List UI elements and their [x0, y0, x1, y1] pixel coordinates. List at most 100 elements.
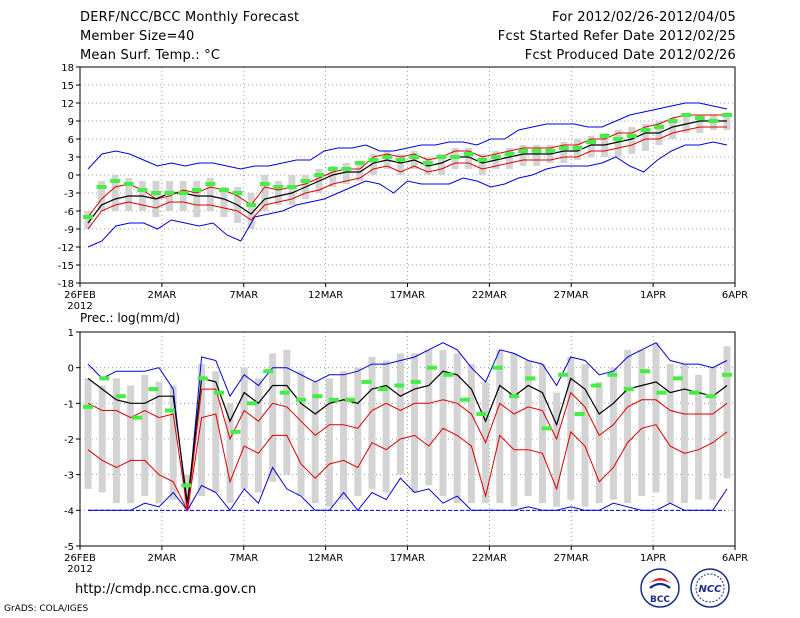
temp-obs-mark-5	[150, 191, 161, 195]
temp-xtick-label-0: 26FEB	[64, 290, 96, 301]
temp-ytick-label-8: 6	[68, 135, 74, 146]
temp-obs-mark-32	[518, 149, 529, 153]
temp-member-box-8	[193, 181, 201, 217]
prec-obs-mark-6	[181, 483, 192, 488]
temp-member-box-47	[723, 115, 731, 130]
prec-line-mean	[87, 370, 728, 504]
temp-obs-mark-35	[558, 146, 569, 150]
temp-obs-mark-15	[286, 185, 297, 189]
svg-text:NCC: NCC	[698, 584, 722, 595]
temp-member-box-18	[329, 166, 337, 187]
prec-obs-mark-0	[83, 404, 93, 409]
prec-xtick-label-8: 6APR	[722, 553, 748, 564]
prec-member-box-31	[524, 360, 532, 497]
prec-member-box-23	[411, 353, 419, 493]
temp-ytick-label-10: 12	[61, 99, 74, 110]
temp-member-box-28	[465, 148, 473, 169]
prec-member-box-42	[680, 364, 688, 504]
prec-member-box-5	[155, 381, 163, 504]
temp-obs-mark-17	[314, 173, 325, 177]
temp-obs-mark-2	[110, 179, 121, 183]
prec-xtick-label-0: 26FEB	[64, 553, 96, 564]
temp-obs-mark-25	[422, 161, 433, 165]
prec-obs-mark-1	[99, 376, 110, 381]
temp-member-box-33	[533, 145, 541, 166]
prec-obs-mark-35	[656, 390, 667, 395]
prec-member-box-20	[368, 356, 376, 489]
temp-obs-mark-34	[545, 149, 556, 153]
prec-ytick-label-5: 0	[68, 364, 74, 375]
temp-obs-mark-6	[164, 191, 175, 195]
temp-obs-mark-19	[341, 167, 352, 171]
prec-member-box-12	[254, 378, 262, 493]
prec-obs-mark-34	[640, 369, 651, 374]
prec-member-box-13	[269, 353, 277, 482]
prec-member-box-27	[467, 364, 475, 504]
prec-member-box-29	[496, 349, 504, 504]
temp-member-box-39	[614, 130, 622, 157]
prec-obs-mark-10	[246, 401, 257, 406]
temp-xtick-label-4: 17MAR	[390, 290, 425, 301]
temp-obs-mark-8	[191, 188, 202, 192]
temp-line-min	[87, 141, 728, 248]
svg-text:BCC: BCC	[650, 595, 670, 605]
prec-member-box-2	[112, 378, 120, 504]
prec-member-box-24	[425, 349, 433, 486]
temp-member-box-21	[370, 154, 378, 175]
prec-obs-mark-11	[263, 369, 274, 374]
prec-obs-mark-32	[607, 372, 618, 377]
prec-ytick-label-4: -1	[64, 399, 74, 410]
prec-member-box-7	[183, 474, 191, 511]
prec-obs-mark-26	[509, 394, 519, 399]
prec-member-box-1	[98, 385, 106, 493]
temp-obs-mark-4	[137, 188, 148, 192]
prec-obs-mark-19	[394, 383, 405, 388]
prec-line-upper	[87, 388, 728, 511]
temp-obs-mark-30	[490, 155, 501, 159]
temp-member-box-35	[560, 142, 568, 163]
prec-obs-mark-8	[214, 390, 225, 395]
prec-line-lower	[87, 413, 728, 512]
prec-obs-mark-9	[230, 429, 241, 434]
prec-obs-mark-24	[476, 412, 487, 417]
temp-obs-mark-20	[354, 161, 365, 165]
temp-obs-mark-39	[613, 137, 624, 141]
prec-line-min	[88, 466, 728, 512]
prec-member-box-33	[553, 392, 561, 507]
prec-xtick-sublabel-0: 2012	[67, 564, 92, 575]
temp-ytick-label-6: 0	[68, 171, 74, 182]
website-url[interactable]: http://cmdp.ncc.cma.gov.cn	[75, 582, 257, 597]
prec-member-box-32	[538, 364, 546, 504]
temp-member-box-43	[669, 118, 677, 139]
temp-obs-mark-40	[626, 134, 637, 138]
prec-ytick-label-1: -4	[64, 506, 74, 517]
temp-obs-mark-23	[395, 158, 406, 162]
prec-ytick-label-2: -3	[64, 471, 74, 482]
temp-member-box-10	[220, 187, 228, 217]
temp-ytick-label-1: -15	[58, 261, 74, 272]
temp-member-box-31	[505, 148, 513, 169]
prec-member-box-43	[695, 374, 703, 500]
prec-obs-mark-37	[689, 390, 700, 395]
temp-member-box-19	[342, 163, 350, 184]
temp-ytick-label-5: -3	[64, 189, 74, 200]
prec-member-box-41	[666, 364, 674, 504]
prec-member-box-36	[595, 381, 603, 504]
prec-member-box-3	[127, 385, 135, 504]
prec-obs-mark-22	[443, 372, 454, 377]
prec-member-box-37	[609, 367, 617, 500]
prec-obs-mark-28	[541, 426, 552, 431]
prec-xtick-label-2: 7MAR	[229, 553, 258, 564]
prec-member-box-35	[581, 364, 589, 507]
temp-member-box-15	[288, 175, 296, 205]
temp-xtick-label-6: 27MAR	[554, 290, 589, 301]
temp-obs-mark-21	[368, 158, 379, 162]
prec-member-box-8	[198, 364, 206, 497]
precip-title: Prec.: log(mm/d)	[80, 311, 180, 325]
temp-member-box-13	[261, 175, 269, 211]
temp-obs-mark-33	[531, 149, 542, 153]
temp-member-box-3	[125, 178, 133, 211]
temp-ytick-label-11: 15	[61, 81, 74, 92]
prec-member-box-21	[382, 360, 390, 493]
